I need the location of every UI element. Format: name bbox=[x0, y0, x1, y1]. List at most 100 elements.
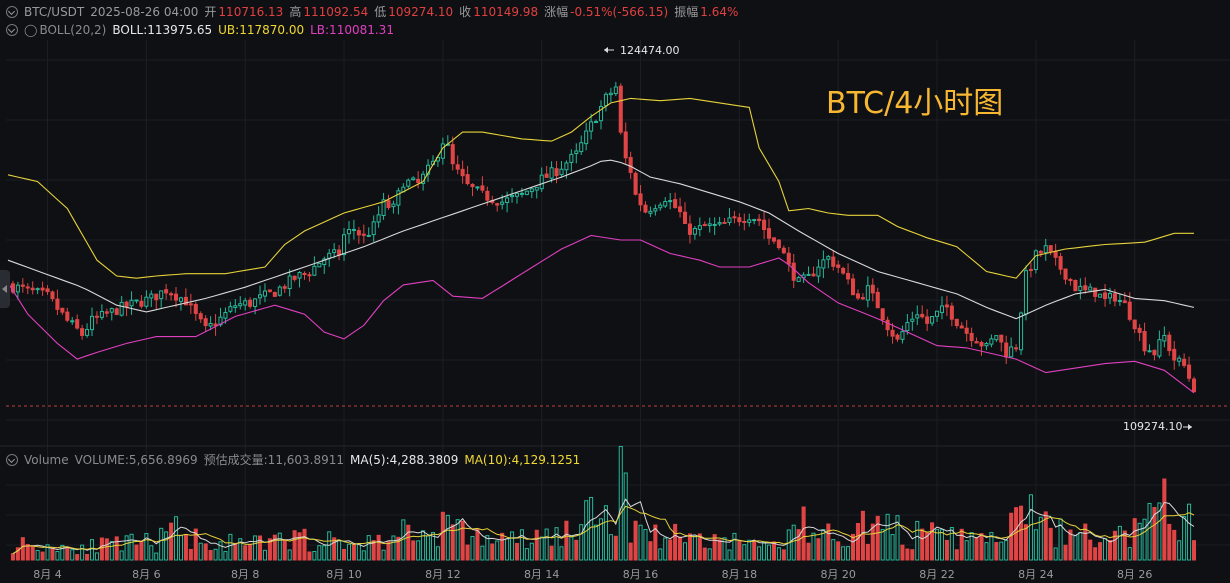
boll-indicator-label[interactable]: BOLL(20,2) bbox=[39, 23, 107, 37]
candle-body bbox=[35, 288, 40, 291]
candle-body bbox=[1078, 285, 1083, 292]
open-label: 开 bbox=[204, 5, 217, 19]
candle-body bbox=[55, 298, 60, 310]
candle-body bbox=[144, 296, 149, 307]
volume-bar bbox=[850, 533, 856, 561]
change-value: -0.51%(-566.15) bbox=[570, 5, 669, 19]
volume-bar bbox=[781, 549, 786, 561]
volume-bar bbox=[1112, 530, 1117, 561]
volume-bar bbox=[50, 548, 55, 561]
volume-bar bbox=[673, 523, 678, 561]
left-panel-handle[interactable] bbox=[0, 270, 10, 308]
candle-body bbox=[964, 327, 969, 334]
candle-body bbox=[455, 164, 460, 170]
candle-body bbox=[15, 284, 20, 293]
x-tick-label: 8月 16 bbox=[623, 568, 659, 581]
candle-body bbox=[673, 199, 678, 209]
candle-body bbox=[860, 297, 865, 300]
candle-body bbox=[1038, 250, 1043, 254]
volume-ma5-line bbox=[12, 498, 1195, 555]
candle-body bbox=[1132, 319, 1137, 330]
candle-body bbox=[1088, 286, 1093, 291]
volume-bar bbox=[1107, 540, 1113, 561]
candle-body bbox=[959, 325, 964, 329]
candle-body bbox=[1187, 364, 1192, 379]
volume-bar bbox=[134, 544, 139, 561]
candle-body bbox=[841, 267, 846, 274]
volume-bar bbox=[169, 522, 174, 561]
volume-bar bbox=[589, 496, 594, 561]
volume-bar bbox=[332, 537, 337, 561]
volume-bar bbox=[139, 540, 144, 561]
volume-bar bbox=[1093, 547, 1098, 561]
volume-bar bbox=[75, 554, 80, 561]
volume-bar bbox=[1117, 525, 1122, 561]
volume-bar bbox=[603, 505, 608, 561]
candle-body bbox=[939, 305, 945, 314]
boll-middle-band bbox=[7, 159, 1195, 320]
volume-bar bbox=[440, 511, 445, 561]
volume-bar bbox=[722, 537, 727, 561]
volume-bar bbox=[10, 553, 15, 561]
candle-body bbox=[984, 343, 989, 347]
candle-body bbox=[584, 130, 589, 145]
symbol-label: BTC/USDT bbox=[24, 5, 85, 19]
volume-bar bbox=[687, 533, 692, 561]
candle-body bbox=[94, 315, 99, 318]
candle-body bbox=[317, 262, 322, 268]
candle-body bbox=[104, 311, 109, 314]
volume-bar bbox=[643, 529, 648, 561]
volume-bar bbox=[480, 545, 485, 561]
candle-body bbox=[30, 287, 35, 291]
candle-body bbox=[386, 200, 391, 208]
candle-body bbox=[594, 121, 599, 124]
volume-bar bbox=[317, 545, 322, 561]
candle-body bbox=[850, 278, 856, 296]
candle-body bbox=[766, 228, 772, 239]
volume-bar bbox=[994, 542, 999, 561]
volume-bar bbox=[544, 528, 549, 561]
volume-bar bbox=[1132, 518, 1137, 561]
high-label: 高 bbox=[289, 5, 302, 19]
candle-body bbox=[1033, 250, 1038, 271]
volume-bar bbox=[682, 542, 688, 561]
volume-bar bbox=[302, 528, 307, 561]
candle-body bbox=[80, 328, 85, 336]
low-value: 109274.10 bbox=[388, 5, 454, 19]
volume-bars bbox=[10, 446, 1197, 561]
volume-bar bbox=[173, 516, 179, 561]
bell-icon[interactable]: ◯ bbox=[24, 23, 38, 37]
volume-bar bbox=[416, 540, 421, 561]
volume-bar bbox=[954, 549, 959, 561]
collapse-toggle-icon[interactable] bbox=[6, 24, 18, 36]
candle-body bbox=[1028, 269, 1033, 272]
candle-body bbox=[272, 291, 277, 297]
volume-bar bbox=[178, 535, 183, 561]
candle-body bbox=[1117, 300, 1122, 303]
volume-bar bbox=[406, 524, 411, 561]
candle-body bbox=[1172, 348, 1177, 361]
volume-indicator-label[interactable]: Volume bbox=[24, 453, 69, 467]
volume-bar bbox=[717, 539, 722, 561]
candle-body bbox=[406, 179, 411, 187]
volume-bar bbox=[485, 535, 490, 561]
collapse-toggle-icon[interactable] bbox=[6, 6, 18, 18]
volume-bar bbox=[1187, 503, 1192, 561]
candle-body bbox=[297, 271, 302, 279]
volume-bar bbox=[712, 534, 717, 561]
volume-bar bbox=[99, 537, 104, 561]
candle-body bbox=[228, 306, 233, 312]
volume-bar bbox=[114, 536, 119, 561]
last-price-marker: 109274.10 bbox=[1123, 420, 1192, 433]
volume-bar bbox=[1028, 494, 1033, 561]
volume-bar bbox=[1083, 523, 1088, 561]
collapse-toggle-icon[interactable] bbox=[6, 454, 18, 466]
candle-body bbox=[935, 310, 940, 317]
high-value: 111092.54 bbox=[303, 5, 369, 19]
volume-bar bbox=[282, 540, 287, 561]
volume-bar bbox=[322, 545, 327, 561]
volume-bar bbox=[149, 545, 154, 561]
volume-bar bbox=[885, 513, 890, 561]
volume-bar bbox=[1043, 511, 1048, 561]
